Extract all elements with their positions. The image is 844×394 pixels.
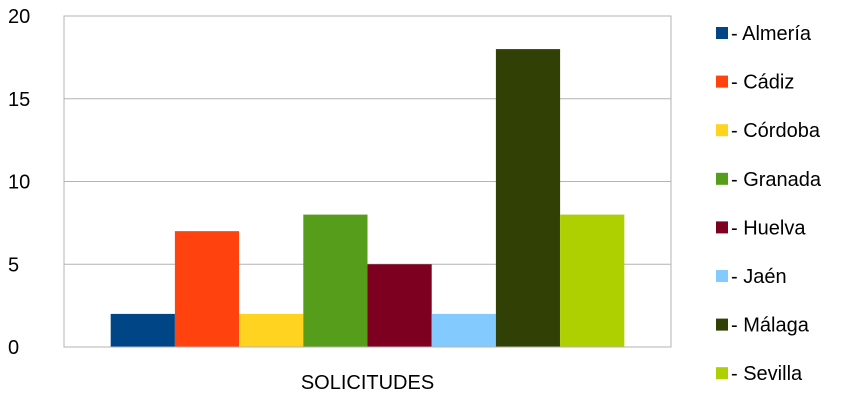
y-tick-label: 20 (8, 6, 30, 28)
bar (174, 231, 240, 347)
legend-label: - Córdoba (731, 120, 821, 142)
plot-area-border (63, 15, 672, 348)
bar (110, 313, 175, 347)
legend-label: - Sevilla (731, 363, 803, 385)
y-tick-label: 5 (8, 254, 19, 276)
legend-swatch (716, 124, 728, 137)
legend-label: - Cádiz (731, 72, 794, 94)
legend-item: - Huelva (716, 217, 806, 239)
legend-swatch (716, 75, 728, 88)
bars (110, 49, 625, 347)
y-tick-label: 0 (8, 337, 19, 359)
bar (495, 49, 561, 347)
bar (367, 264, 432, 347)
bar (431, 313, 496, 347)
x-axis-category-label: SOLICITUDES (301, 372, 434, 394)
legend-item: - Cádiz (716, 72, 794, 94)
legend: - Almería - Cádiz - Córdoba - Granada - Huel… (716, 23, 822, 385)
legend-swatch (716, 270, 728, 282)
y-tick-label: 15 (8, 89, 30, 111)
legend-swatch (716, 221, 728, 234)
legend-item: - Córdoba (716, 120, 821, 142)
legend-item: - Almería (716, 23, 812, 45)
bar (239, 313, 304, 347)
legend-item: - Granada (716, 169, 822, 191)
y-axis-ticks: 0 5 10 15 20 (8, 6, 30, 359)
legend-swatch (716, 172, 728, 185)
legend-swatch (716, 27, 728, 39)
legend-label: - Huelva (731, 217, 806, 239)
legend-label: - Jaén (731, 266, 787, 288)
legend-label: - Málaga (731, 315, 810, 337)
bar (303, 214, 368, 347)
legend-item: - Málaga (716, 315, 810, 337)
legend-item: - Sevilla (716, 363, 803, 385)
legend-label: - Almería (731, 23, 812, 45)
legend-item: - Jaén (716, 266, 787, 288)
legend-label: - Granada (731, 169, 822, 191)
bar (560, 214, 625, 347)
y-tick-label: 10 (8, 172, 30, 194)
legend-swatch (716, 318, 728, 331)
legend-swatch (716, 367, 728, 380)
